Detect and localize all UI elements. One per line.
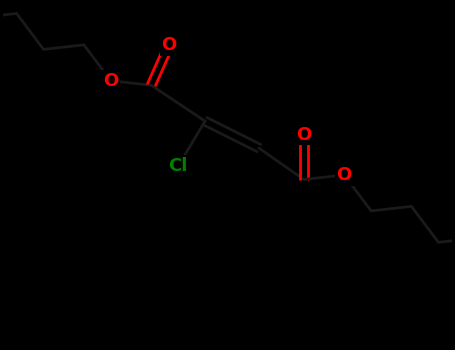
Text: O: O <box>103 72 118 90</box>
Text: O: O <box>337 166 352 184</box>
Text: Cl: Cl <box>168 157 188 175</box>
Text: O: O <box>296 126 311 144</box>
Text: O: O <box>162 36 177 54</box>
